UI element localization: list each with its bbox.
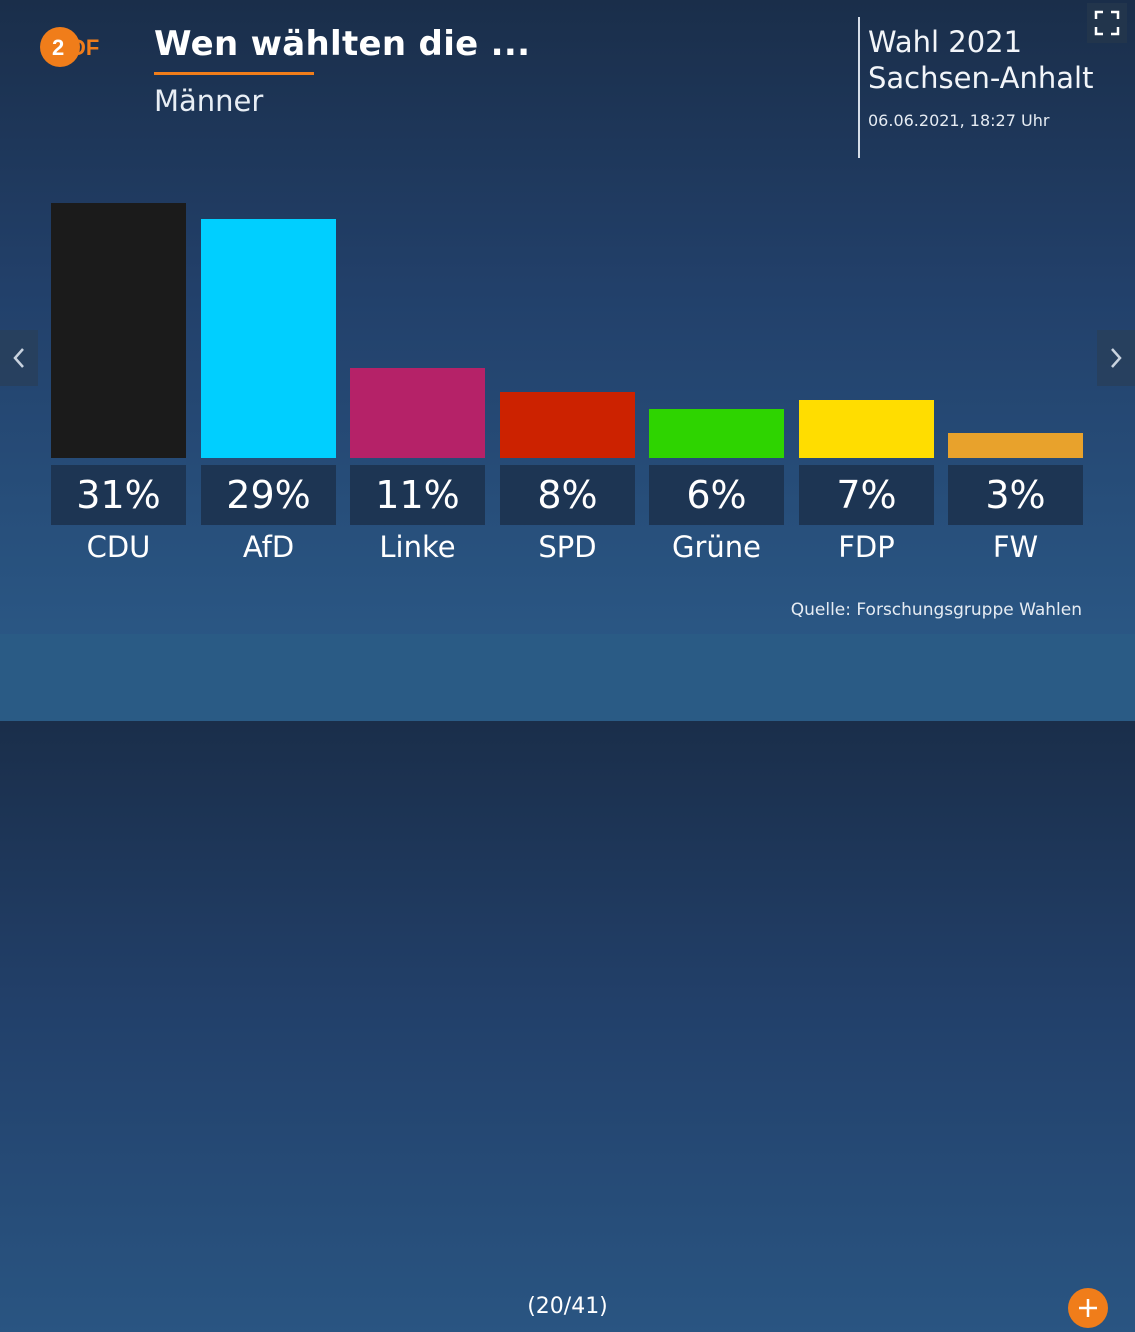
bar-cdu [51, 203, 186, 458]
timestamp: 06.06.2021, 18:27 Uhr [868, 111, 1050, 130]
previous-slide-button[interactable] [0, 330, 38, 386]
category-label-spd: SPD [538, 530, 597, 564]
value-label-fdp: 7% [799, 465, 934, 525]
category-label-fdp: FDP [838, 530, 895, 564]
chart-stage: 2 DF Wen wählten die ... Männer Wahl 202… [0, 0, 1135, 634]
chevron-left-icon [13, 348, 24, 368]
category-label-fw: FW [992, 530, 1039, 564]
bar-fdp [799, 400, 934, 458]
value-label-spd: 8% [500, 465, 635, 525]
chart-subtitle: Männer [154, 84, 264, 118]
value-label-cdu: 31% [51, 465, 186, 525]
more-button[interactable] [1068, 1288, 1108, 1328]
footer-bar: (20/41) [0, 634, 1135, 1328]
plus-icon [1079, 1299, 1097, 1317]
svg-text:DF: DF [70, 35, 99, 60]
bar-spd [500, 392, 635, 458]
category-label-gr-ne: Grüne [672, 530, 761, 564]
election-info: Wahl 2021 Sachsen-Anhalt [868, 24, 1093, 96]
category-label-afd: AfD [242, 530, 295, 564]
fullscreen-icon [1094, 10, 1120, 36]
bar-gr-ne [649, 409, 784, 458]
value-label-fw: 3% [948, 465, 1083, 525]
bar-afd [201, 219, 336, 458]
election-year: Wahl 2021 [868, 25, 1023, 59]
source-note: Quelle: Forschungsgruppe Wahlen [790, 600, 1082, 620]
value-label-linke: 11% [350, 465, 485, 525]
next-slide-button[interactable] [1097, 330, 1135, 386]
category-label-linke: Linke [379, 530, 456, 564]
bar-linke [350, 368, 485, 458]
value-label-afd: 29% [201, 465, 336, 525]
value-label-gr-ne: 6% [649, 465, 784, 525]
election-region: Sachsen-Anhalt [868, 61, 1094, 95]
chevron-right-icon [1111, 348, 1122, 368]
slide-counter: (20/41) [527, 1294, 608, 1319]
fullscreen-button[interactable] [1087, 3, 1127, 43]
zdf-logo: 2 DF [40, 27, 99, 67]
title-underline [154, 72, 314, 75]
svg-text:2: 2 [52, 35, 64, 60]
category-label-cdu: CDU [86, 530, 151, 564]
chart-title: Wen wählten die ... [154, 24, 531, 64]
bar-fw [948, 433, 1083, 458]
header-divider [858, 17, 860, 158]
